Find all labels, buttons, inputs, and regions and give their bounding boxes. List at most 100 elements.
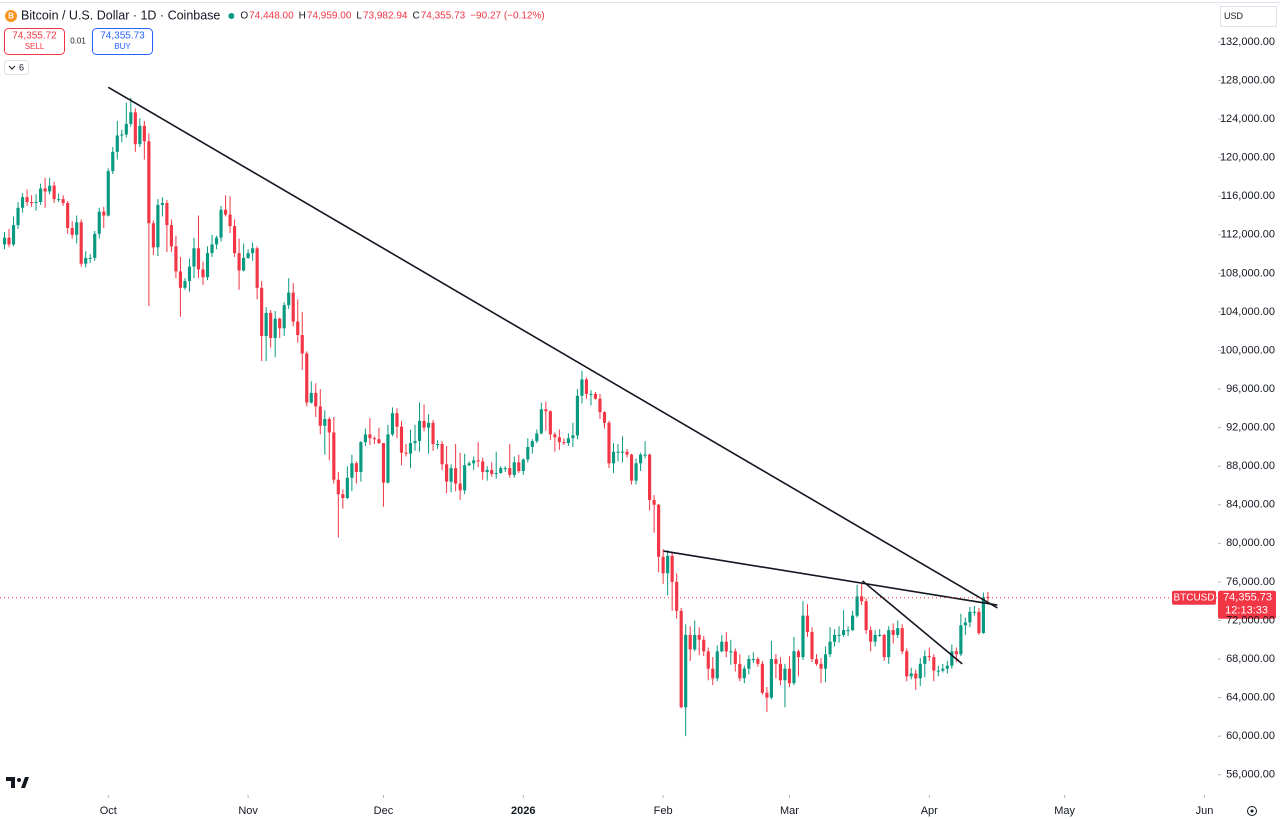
candle-body <box>900 628 904 652</box>
settings-icon[interactable] <box>1247 806 1257 816</box>
x-tick-label: Apr <box>921 805 938 817</box>
candle-body <box>318 406 322 426</box>
candle-body <box>548 411 552 435</box>
candle-body <box>34 202 38 204</box>
spread: 0.01 <box>70 37 86 46</box>
candle-body <box>638 454 643 464</box>
candle-body <box>923 656 927 664</box>
candle-body <box>372 438 377 440</box>
candle-body <box>688 634 692 650</box>
candle-body <box>936 670 940 672</box>
candle-body <box>634 463 638 481</box>
candle-body <box>341 494 345 499</box>
candle-body <box>805 615 810 633</box>
candle-body <box>147 141 151 224</box>
candle-body <box>287 292 291 306</box>
candle-body <box>463 465 467 491</box>
candle-body <box>494 472 498 474</box>
candle-body <box>129 112 133 124</box>
candle-body <box>57 199 61 201</box>
candle-body <box>629 454 634 481</box>
y-tick-label: 60,000.00 <box>1226 730 1275 742</box>
candle-body <box>905 651 909 677</box>
candle-body <box>657 504 661 557</box>
candle-body <box>395 413 399 427</box>
y-tick-label: 88,000.00 <box>1226 460 1275 472</box>
candle-body <box>2 237 7 245</box>
candle-body <box>751 659 755 661</box>
market-status <box>228 13 235 19</box>
candle-body <box>648 454 652 500</box>
sell-button[interactable] <box>4 28 65 55</box>
currency: USD <box>1224 11 1244 21</box>
y-tick-label: 84,000.00 <box>1226 499 1275 511</box>
candle-body <box>769 659 773 698</box>
candle-body <box>963 622 967 626</box>
x-tick-label: Mar <box>780 805 799 817</box>
candle-body <box>192 248 196 267</box>
candles <box>2 97 990 737</box>
candle-body <box>16 207 20 226</box>
indicators-toggle[interactable] <box>4 60 29 75</box>
candle-body <box>864 601 868 631</box>
candle-body <box>787 668 792 684</box>
indicator-count: 6 <box>19 62 24 72</box>
y-tick-label: 96,000.00 <box>1226 383 1275 395</box>
candle-body <box>93 233 97 258</box>
candle-body <box>7 237 11 245</box>
candle-body <box>706 651 710 669</box>
candle-body <box>454 468 458 484</box>
candle-body <box>593 393 598 399</box>
sell-price: 74,355.72 <box>12 31 57 42</box>
candle-body <box>102 211 106 216</box>
candle-body <box>332 432 336 480</box>
candle-body <box>783 668 787 681</box>
candle-body <box>602 412 607 423</box>
candle-body <box>959 625 963 655</box>
candle-body <box>350 463 354 478</box>
candle-body <box>909 673 913 677</box>
candle-body <box>887 630 891 658</box>
candle-body <box>742 668 746 679</box>
candle-body <box>449 468 453 482</box>
candle-body <box>458 483 462 491</box>
candle-body <box>124 123 128 135</box>
candle-body <box>377 439 381 444</box>
candle-body <box>205 253 210 278</box>
candle-body <box>562 442 566 444</box>
candle-body <box>431 422 435 445</box>
candle-body <box>426 422 431 428</box>
candle-body <box>336 479 340 495</box>
candle-body <box>422 420 426 428</box>
candle-body <box>61 199 65 203</box>
y-tick-label: 128,000.00 <box>1220 74 1275 86</box>
coin-icon <box>5 10 17 22</box>
candle-body <box>553 434 557 438</box>
candle-body <box>242 257 246 271</box>
candle-body <box>11 225 16 245</box>
candle-body <box>954 651 958 655</box>
candle-body <box>625 451 629 455</box>
buy-label: BUY <box>114 42 131 51</box>
x-tick-label: Dec <box>374 805 394 817</box>
candle-body <box>228 214 232 227</box>
candle-body <box>914 673 918 679</box>
buy-button[interactable] <box>92 28 153 55</box>
x-tick-label: May <box>1054 805 1075 817</box>
candle-body <box>891 630 895 635</box>
candle-body <box>792 651 796 684</box>
candle-body <box>485 470 489 472</box>
candle-body <box>79 222 83 264</box>
y-tick-label: 124,000.00 <box>1220 113 1275 125</box>
currency-box[interactable] <box>1220 6 1277 27</box>
ohlc-letter: C <box>412 11 419 22</box>
candle-body <box>381 443 386 483</box>
ohlc-letter: L <box>356 11 362 22</box>
candle-body <box>467 463 471 466</box>
chart-title: Bitcoin / U.S. Dollar · 1D · Coinbase <box>21 8 220 22</box>
y-tick-label: 132,000.00 <box>1220 36 1275 48</box>
candle-body <box>111 151 115 172</box>
candle-body <box>575 395 580 436</box>
candle-body <box>251 248 255 254</box>
